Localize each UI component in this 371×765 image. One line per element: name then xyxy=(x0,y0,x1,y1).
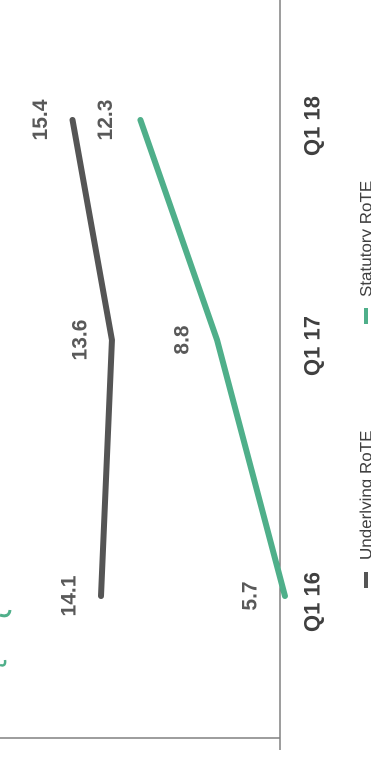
series-line-underlying xyxy=(69,117,115,599)
legend-label-1: Statutory RoTE xyxy=(357,181,371,297)
partial-green-text-fragment xyxy=(0,609,12,667)
data-label-statutory-2: 12.3 xyxy=(94,100,117,141)
data-label-underlying-0: 14.1 xyxy=(58,575,81,616)
data-label-underlying-2: 15.4 xyxy=(29,99,52,140)
legend: Underlying RoTE Statutory RoTE xyxy=(357,181,371,588)
series-layer xyxy=(69,117,288,599)
x-tick-label-1: Q1 17 xyxy=(300,316,325,376)
legend-label-0: Underlying RoTE xyxy=(357,431,371,560)
data-label-statutory-0: 5.7 xyxy=(239,581,262,610)
x-tick-label-0: Q1 16 xyxy=(300,572,325,632)
data-label-underlying-1: 13.6 xyxy=(69,320,92,361)
data-labels-layer: 14.1 13.6 15.4 5.7 8.8 12.3 xyxy=(29,99,262,616)
data-label-statutory-1: 8.8 xyxy=(171,325,194,355)
series-line-statutory xyxy=(137,117,288,599)
x-axis-ticks: Q1 16 Q1 17 Q1 18 xyxy=(300,96,325,632)
x-tick-label-2: Q1 18 xyxy=(300,96,325,156)
